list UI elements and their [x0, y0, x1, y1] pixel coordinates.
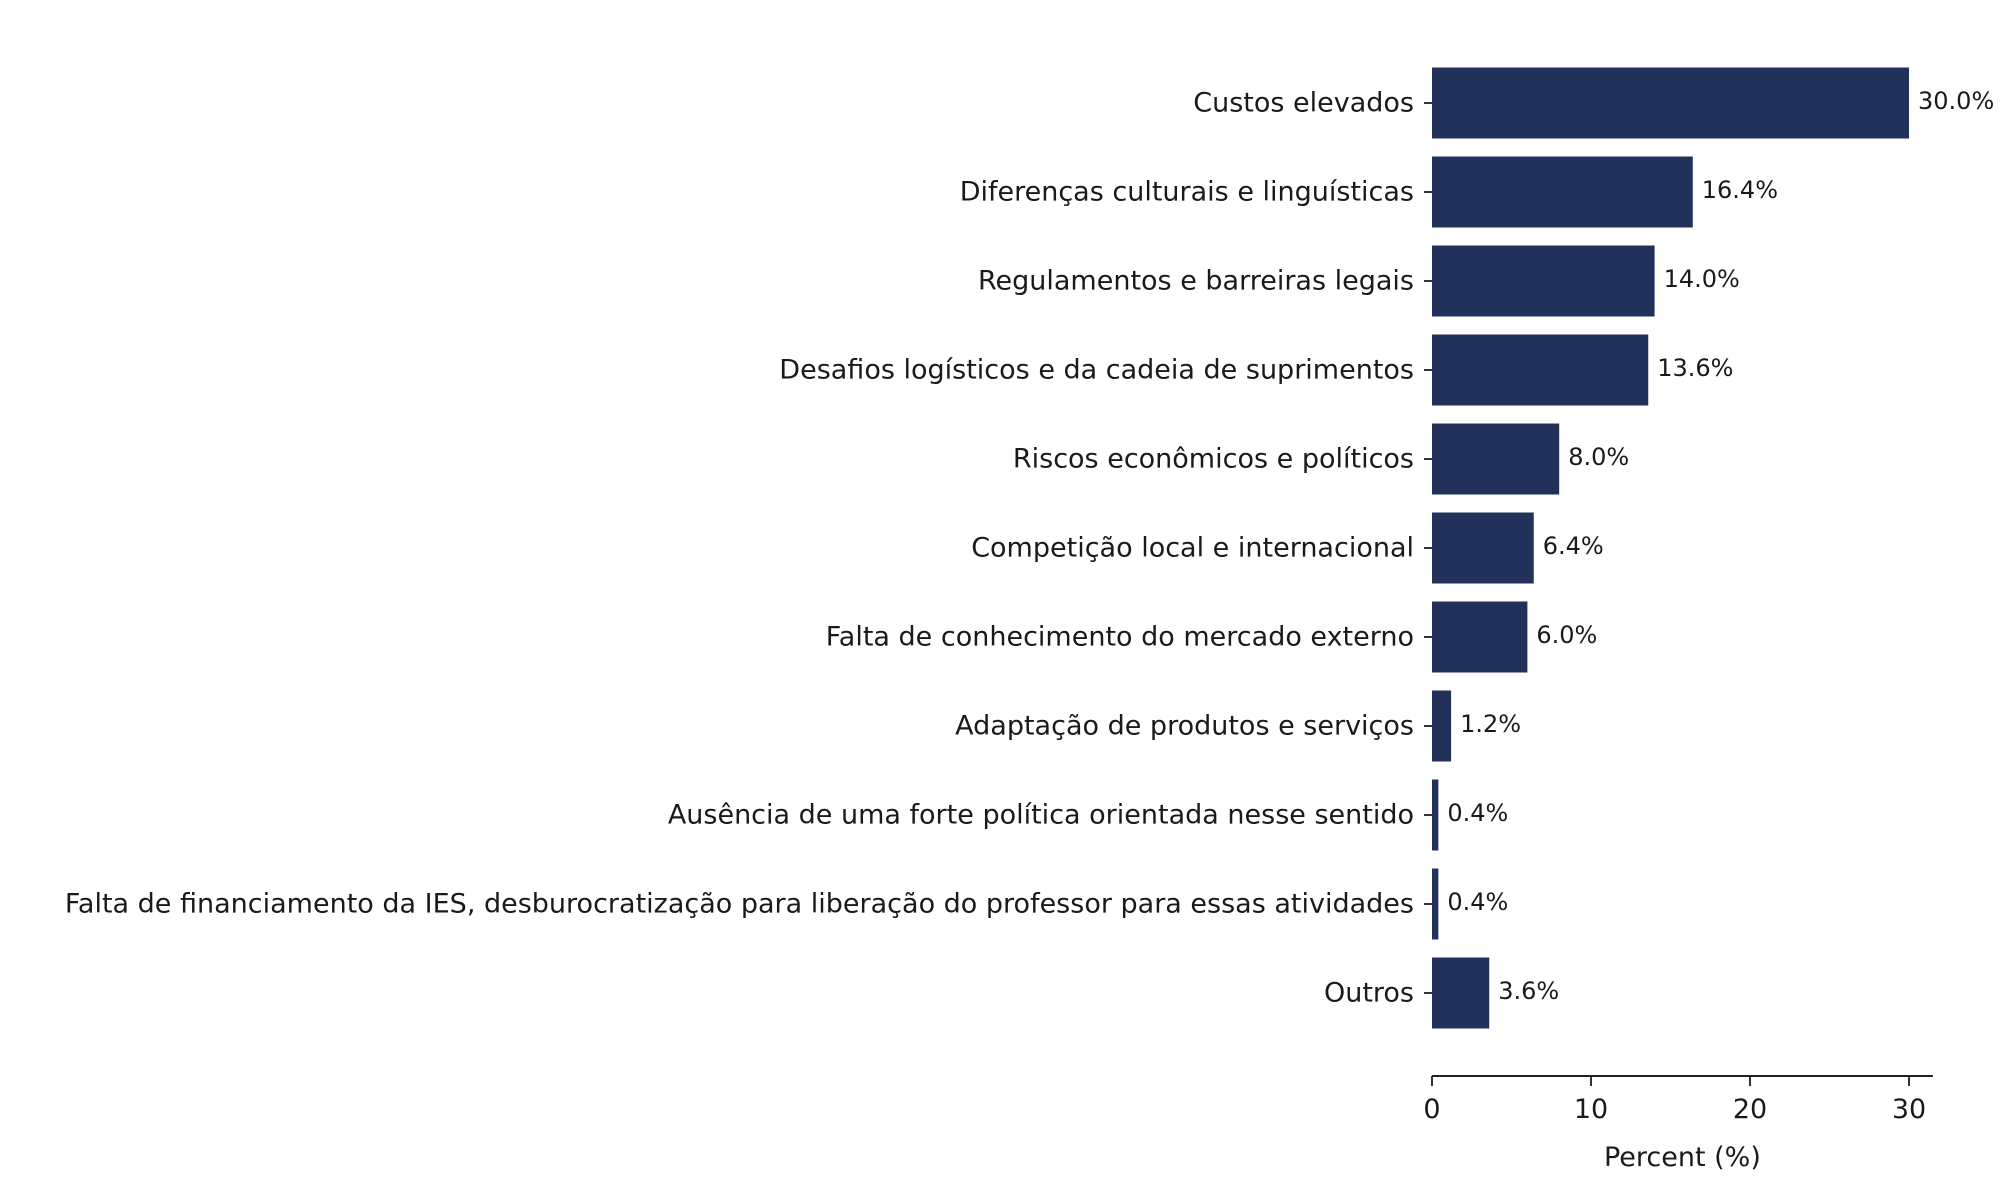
- value-label: 30.0%: [1918, 87, 1994, 115]
- bar-8: [1432, 779, 1439, 851]
- value-label: 6.4%: [1543, 532, 1604, 560]
- value-label: 13.6%: [1657, 354, 1733, 382]
- bar-2: [1432, 245, 1655, 317]
- category-label: Custos elevados: [1193, 88, 1414, 119]
- bar-5: [1432, 512, 1534, 584]
- category-label: Outros: [1324, 978, 1414, 1009]
- category-label: Adaptação de produtos e serviços: [955, 711, 1414, 742]
- value-label: 0.4%: [1447, 888, 1508, 916]
- bar-6: [1432, 601, 1528, 673]
- value-label: 0.4%: [1447, 799, 1508, 827]
- category-labels: Custos elevados Diferenças culturais e li…: [65, 88, 1414, 1009]
- category-label: Falta de financiamento da IES, desburocr…: [65, 889, 1414, 920]
- value-label: 6.0%: [1536, 621, 1597, 649]
- bar-10: [1432, 957, 1490, 1029]
- value-label: 16.4%: [1702, 176, 1778, 204]
- bar-3: [1432, 334, 1649, 406]
- x-tick-label: 10: [1574, 1094, 1608, 1125]
- category-label: Regulamentos e barreiras legais: [978, 266, 1414, 297]
- bar-7: [1432, 690, 1452, 762]
- value-label: 1.2%: [1460, 710, 1521, 738]
- x-tick-label: 20: [1733, 1094, 1767, 1125]
- category-label: Falta de conhecimento do mercado externo: [826, 622, 1414, 653]
- y-axis: [1424, 102, 1432, 994]
- category-label: Competição local e internacional: [971, 533, 1414, 564]
- bar-0: [1432, 67, 1909, 139]
- category-label: Diferenças culturais e linguísticas: [960, 177, 1414, 208]
- category-label: Riscos econômicos e políticos: [1013, 444, 1414, 475]
- x-axis-title: Percent (%): [1604, 1142, 1761, 1173]
- category-label: Ausência de uma forte política orientada…: [668, 800, 1414, 831]
- category-label: Desafios logísticos e da cadeia de supri…: [779, 355, 1414, 386]
- value-label: 3.6%: [1498, 977, 1559, 1005]
- x-tick-label: 30: [1892, 1094, 1926, 1125]
- bar-1: [1432, 156, 1693, 228]
- bars-layer: [1432, 67, 1909, 1029]
- x-tick-label: 0: [1423, 1094, 1440, 1125]
- value-label: 14.0%: [1664, 265, 1740, 293]
- bar-4: [1432, 423, 1560, 495]
- value-label: 8.0%: [1568, 443, 1629, 471]
- value-labels: 30.0% 16.4% 14.0% 13.6% 8.0% 6.4% 6.0% 1.2% 0.4%…: [1447, 87, 1994, 1005]
- bar-9: [1432, 868, 1439, 940]
- x-axis: 0 10 20 30: [1423, 1075, 1933, 1125]
